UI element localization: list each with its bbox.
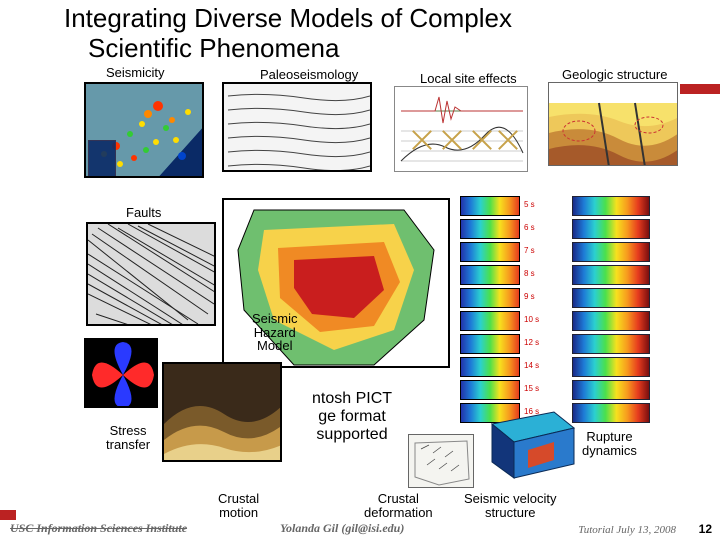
time-strip-label: 15 s (524, 384, 539, 393)
footer-right: Tutorial July 13, 2008 (578, 524, 676, 536)
pict-line3: supported (312, 426, 392, 444)
page-number: 12 (699, 522, 712, 536)
time-strip-row (460, 288, 520, 308)
topo-svg (164, 364, 282, 462)
rupture-bar-row (572, 242, 650, 262)
time-strip-row (460, 357, 520, 377)
time-strip-row (460, 219, 520, 239)
seismicity-dot (144, 110, 152, 118)
panel-local-site (394, 86, 528, 172)
faults-svg (88, 224, 216, 326)
time-strip-row (460, 334, 520, 354)
panel-paleoseismology (222, 82, 372, 172)
pict-unsupported-msg: ntosh PICT ge format supported (312, 390, 392, 444)
slide: Integrating Diverse Models of Complex Sc… (0, 0, 720, 540)
panel-crustal-deform (408, 434, 474, 488)
rupture-bar-row (572, 196, 650, 216)
geologic-svg (549, 83, 678, 166)
label-faults: Faults (126, 206, 161, 220)
label-seismic-velocity: Seismic velocity structure (464, 492, 556, 521)
time-strip-row (460, 196, 520, 216)
seismicity-dot (163, 125, 169, 131)
seismicity-dot (139, 121, 145, 127)
seismicity-dot (169, 117, 175, 123)
time-strip-row (460, 242, 520, 262)
time-strip-label: 6 s (524, 223, 535, 232)
velocity-svg (484, 406, 578, 488)
rupture-bar-row (572, 357, 650, 377)
time-strip-label: 7 s (524, 246, 535, 255)
label-crustal-motion: Crustal motion (218, 492, 259, 521)
rupture-bar-row (572, 403, 650, 423)
panel-time-strips: 5 s6 s7 s8 s9 s10 s12 s14 s15 s16 s (460, 196, 544, 426)
seismicity-legend (88, 140, 116, 178)
panel-rupture-bars (572, 196, 652, 426)
time-strip-row (460, 311, 520, 331)
cross-icon (439, 127, 465, 153)
seismicity-dot (153, 139, 159, 145)
seismicity-dot (117, 161, 123, 167)
rupture-bar-row (572, 219, 650, 239)
seismicity-dot (178, 152, 186, 160)
stress-svg (86, 340, 158, 408)
pict-line2: ge format (312, 408, 392, 426)
seismicity-dot (143, 147, 149, 153)
time-strip-label: 14 s (524, 361, 539, 370)
seismicity-dot (153, 101, 163, 111)
time-strip-label: 5 s (524, 200, 535, 209)
footer-mid: Yolanda Gil (gil@isi.edu) (280, 521, 404, 536)
label-hazard-model: Seismic Hazard Model (252, 312, 298, 353)
seismicity-dot (131, 155, 137, 161)
label-seismicity: Seismicity (106, 66, 165, 80)
panel-faults (86, 222, 216, 326)
label-crustal-deform: Crustal deformation (364, 492, 433, 521)
panel-seismicity (84, 82, 204, 178)
label-geologic: Geologic structure (562, 68, 668, 82)
panel-stress-butterfly (84, 338, 158, 408)
rupture-bar-row (572, 288, 650, 308)
cross-icon (469, 127, 495, 153)
slide-title: Integrating Diverse Models of Complex Sc… (64, 4, 512, 64)
seismicity-dot (127, 131, 133, 137)
label-rupture: Rupture dynamics (582, 430, 637, 459)
time-strip-row (460, 380, 520, 400)
label-paleoseismology: Paleoseismology (260, 68, 358, 82)
time-strip-label: 8 s (524, 269, 535, 278)
time-strip-row (460, 265, 520, 285)
deform-svg (409, 435, 474, 488)
label-local-site: Local site effects (420, 72, 517, 86)
time-strip-label: 10 s (524, 315, 539, 324)
seismicity-dot (185, 109, 191, 115)
rupture-bar-row (572, 380, 650, 400)
time-strip-label: 12 s (524, 338, 539, 347)
seismicity-dot (173, 137, 179, 143)
cross-icon (495, 127, 521, 153)
panel-geologic (548, 82, 678, 166)
footer-left: USC Information Sciences Institute (10, 521, 187, 536)
cross-icon (409, 127, 435, 153)
title-line1: Integrating Diverse Models of Complex (64, 3, 512, 33)
pict-line1: ntosh PICT (312, 390, 392, 408)
accent-bar-left (0, 510, 16, 520)
paleo-svg (224, 84, 372, 172)
panel-seismic-velocity (484, 406, 578, 488)
accent-bar-right (680, 84, 720, 94)
rupture-bar-row (572, 311, 650, 331)
rupture-bar-row (572, 334, 650, 354)
title-line2: Scientific Phenomena (64, 33, 339, 63)
time-strip-label: 9 s (524, 292, 535, 301)
panel-topo (162, 362, 282, 462)
rupture-bar-row (572, 265, 650, 285)
label-stress: Stress transfer (106, 424, 150, 453)
